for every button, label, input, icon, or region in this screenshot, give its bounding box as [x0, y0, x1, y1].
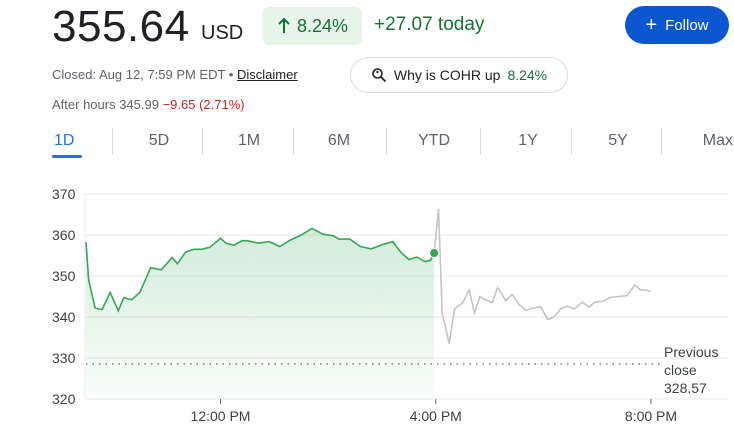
- y-tick-label: 370: [52, 186, 76, 202]
- y-tick-label: 330: [52, 350, 76, 366]
- regular-session-line: [85, 227, 435, 313]
- x-tick-label: 8:00 PM: [625, 408, 677, 424]
- follow-label: Follow: [665, 16, 709, 34]
- sparkle-search-icon: [372, 68, 386, 83]
- regular-session-area: [86, 228, 435, 399]
- change-pct: 8.24%: [296, 15, 349, 36]
- previous-close-label: close: [664, 362, 697, 378]
- x-tick-label: 12:00 PM: [191, 408, 251, 424]
- active-tab-indicator: [52, 155, 82, 158]
- tab-ytd[interactable]: YTD: [418, 132, 450, 149]
- range-tabs: 1D 5D 1M 6M YTD 1Y 5Y Max: [24, 126, 734, 158]
- tab-divider: [571, 128, 572, 154]
- tab-1y[interactable]: 1Y: [518, 132, 538, 149]
- y-tick-label: 350: [52, 268, 76, 284]
- tab-divider: [202, 128, 203, 154]
- y-tick-label: 360: [52, 227, 76, 243]
- why-up-button[interactable]: Why is COHR up 8.24%: [350, 57, 568, 93]
- close-price-dot: [429, 248, 440, 259]
- tab-divider: [386, 128, 387, 154]
- price-chart[interactable]: 370 360 350 340 330 320 12:00 PM 4:00 PM 8:00 P…: [0, 170, 734, 440]
- change-pct-badge: 8.24%: [263, 7, 362, 45]
- after-hours-price: After hours 345.99: [52, 97, 159, 112]
- currency: USD: [201, 22, 244, 44]
- tab-5d[interactable]: 5D: [148, 132, 170, 149]
- tab-max[interactable]: Max: [702, 132, 733, 149]
- tab-divider: [480, 128, 481, 154]
- tab-divider: [661, 128, 662, 154]
- after-hours-line: [433, 208, 652, 344]
- price: 355.64: [52, 2, 190, 51]
- tab-divider: [112, 128, 113, 154]
- tab-6m[interactable]: 6M: [327, 132, 351, 149]
- tab-divider: [293, 128, 294, 154]
- after-hours-change: −9.65 (2.71%): [162, 97, 245, 112]
- previous-close-label: Previous: [664, 344, 718, 360]
- closed-status: Closed: Aug 12, 7:59 PM EDT • Disclaimer: [52, 67, 298, 82]
- tab-1m[interactable]: 1M: [237, 132, 261, 149]
- arrow-up-icon: [278, 18, 290, 33]
- previous-close-value: 328.57: [664, 380, 707, 396]
- after-hours: After hours 345.99 −9.65 (2.71%): [52, 97, 245, 112]
- change-abs: +27.07 today: [374, 14, 485, 35]
- x-tick-label: 4:00 PM: [410, 408, 462, 424]
- closed-text: Closed: Aug 12, 7:59 PM EDT •: [52, 67, 234, 82]
- y-tick-label: 320: [52, 391, 76, 407]
- tab-1d[interactable]: 1D: [54, 132, 75, 149]
- follow-button[interactable]: + Follow: [625, 6, 729, 44]
- y-tick-label: 340: [52, 309, 76, 325]
- why-pct: 8.24%: [507, 67, 548, 83]
- plus-icon: +: [645, 14, 658, 36]
- tab-5y[interactable]: 5Y: [608, 132, 628, 149]
- why-text: Why is COHR up: [393, 67, 501, 83]
- disclaimer-link[interactable]: Disclaimer: [236, 67, 298, 82]
